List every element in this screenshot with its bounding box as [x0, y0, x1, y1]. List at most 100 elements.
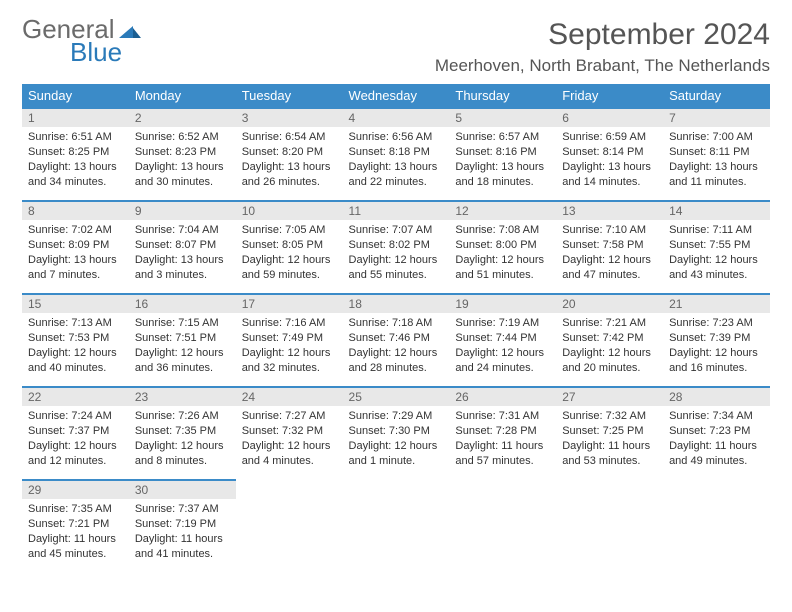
- sunset-text: Sunset: 8:14 PM: [562, 145, 657, 160]
- sunrise-text: Sunrise: 7:15 AM: [135, 316, 230, 331]
- daylight-text-1: Daylight: 12 hours: [242, 346, 337, 361]
- day-cell: Sunrise: 7:04 AMSunset: 8:07 PMDaylight:…: [129, 220, 236, 294]
- day-cell: [449, 499, 556, 572]
- daylight-text-1: Daylight: 13 hours: [135, 160, 230, 175]
- daylight-text-1: Daylight: 13 hours: [242, 160, 337, 175]
- location: Meerhoven, North Brabant, The Netherland…: [435, 56, 770, 76]
- sunset-text: Sunset: 8:16 PM: [455, 145, 550, 160]
- daylight-text-2: and 22 minutes.: [349, 175, 444, 190]
- day-cell: Sunrise: 6:52 AMSunset: 8:23 PMDaylight:…: [129, 127, 236, 201]
- day-number: 16: [129, 294, 236, 313]
- weekday-header: Saturday: [663, 84, 770, 108]
- sunrise-text: Sunrise: 7:11 AM: [669, 223, 764, 238]
- day-cell: Sunrise: 7:29 AMSunset: 7:30 PMDaylight:…: [343, 406, 450, 480]
- daylight-text-1: Daylight: 12 hours: [562, 253, 657, 268]
- sunset-text: Sunset: 7:42 PM: [562, 331, 657, 346]
- sunrise-text: Sunrise: 7:21 AM: [562, 316, 657, 331]
- daylight-text-1: Daylight: 13 hours: [28, 253, 123, 268]
- day-data-row: Sunrise: 6:51 AMSunset: 8:25 PMDaylight:…: [22, 127, 770, 201]
- day-number: 23: [129, 387, 236, 406]
- day-number: 25: [343, 387, 450, 406]
- daylight-text-2: and 45 minutes.: [28, 547, 123, 562]
- daylight-text-1: Daylight: 11 hours: [455, 439, 550, 454]
- daylight-text-2: and 55 minutes.: [349, 268, 444, 283]
- day-number: 14: [663, 201, 770, 220]
- day-number: 7: [663, 108, 770, 127]
- day-cell: Sunrise: 7:34 AMSunset: 7:23 PMDaylight:…: [663, 406, 770, 480]
- daylight-text-2: and 12 minutes.: [28, 454, 123, 469]
- day-cell: Sunrise: 7:10 AMSunset: 7:58 PMDaylight:…: [556, 220, 663, 294]
- daylight-text-2: and 51 minutes.: [455, 268, 550, 283]
- day-cell: Sunrise: 6:56 AMSunset: 8:18 PMDaylight:…: [343, 127, 450, 201]
- day-number: 21: [663, 294, 770, 313]
- day-number: 26: [449, 387, 556, 406]
- daylight-text-2: and 26 minutes.: [242, 175, 337, 190]
- sunrise-text: Sunrise: 7:34 AM: [669, 409, 764, 424]
- sunrise-text: Sunrise: 6:52 AM: [135, 130, 230, 145]
- day-cell: Sunrise: 7:08 AMSunset: 8:00 PMDaylight:…: [449, 220, 556, 294]
- sunset-text: Sunset: 8:20 PM: [242, 145, 337, 160]
- sunset-text: Sunset: 8:18 PM: [349, 145, 444, 160]
- day-cell: Sunrise: 7:26 AMSunset: 7:35 PMDaylight:…: [129, 406, 236, 480]
- day-cell: [663, 499, 770, 572]
- day-number: [663, 480, 770, 499]
- daylight-text-1: Daylight: 12 hours: [135, 439, 230, 454]
- logo: General Blue: [22, 18, 141, 65]
- day-data-row: Sunrise: 7:24 AMSunset: 7:37 PMDaylight:…: [22, 406, 770, 480]
- sunset-text: Sunset: 7:37 PM: [28, 424, 123, 439]
- sunset-text: Sunset: 7:23 PM: [669, 424, 764, 439]
- logo-icon: [119, 22, 141, 38]
- daylight-text-2: and 7 minutes.: [28, 268, 123, 283]
- weekday-header: Friday: [556, 84, 663, 108]
- daylight-text-1: Daylight: 13 hours: [28, 160, 123, 175]
- daylight-text-1: Daylight: 12 hours: [28, 439, 123, 454]
- sunrise-text: Sunrise: 7:23 AM: [669, 316, 764, 331]
- daylight-text-2: and 49 minutes.: [669, 454, 764, 469]
- daylight-text-1: Daylight: 13 hours: [135, 253, 230, 268]
- sunrise-text: Sunrise: 7:19 AM: [455, 316, 550, 331]
- day-number-row: 2930: [22, 480, 770, 499]
- sunset-text: Sunset: 7:39 PM: [669, 331, 764, 346]
- sunset-text: Sunset: 7:58 PM: [562, 238, 657, 253]
- sunrise-text: Sunrise: 7:05 AM: [242, 223, 337, 238]
- sunrise-text: Sunrise: 7:00 AM: [669, 130, 764, 145]
- weekday-header: Wednesday: [343, 84, 450, 108]
- sunrise-text: Sunrise: 7:04 AM: [135, 223, 230, 238]
- sunrise-text: Sunrise: 7:26 AM: [135, 409, 230, 424]
- day-number: 6: [556, 108, 663, 127]
- day-cell: [343, 499, 450, 572]
- daylight-text-2: and 4 minutes.: [242, 454, 337, 469]
- sunset-text: Sunset: 8:11 PM: [669, 145, 764, 160]
- sunrise-text: Sunrise: 7:29 AM: [349, 409, 444, 424]
- day-cell: Sunrise: 7:35 AMSunset: 7:21 PMDaylight:…: [22, 499, 129, 572]
- sunrise-text: Sunrise: 7:35 AM: [28, 502, 123, 517]
- sunrise-text: Sunrise: 7:16 AM: [242, 316, 337, 331]
- daylight-text-2: and 36 minutes.: [135, 361, 230, 376]
- day-number-row: 22232425262728: [22, 387, 770, 406]
- daylight-text-2: and 28 minutes.: [349, 361, 444, 376]
- sunset-text: Sunset: 7:55 PM: [669, 238, 764, 253]
- sunset-text: Sunset: 7:49 PM: [242, 331, 337, 346]
- day-number: 19: [449, 294, 556, 313]
- weekday-header: Tuesday: [236, 84, 343, 108]
- daylight-text-2: and 57 minutes.: [455, 454, 550, 469]
- daylight-text-1: Daylight: 12 hours: [669, 346, 764, 361]
- day-cell: Sunrise: 7:37 AMSunset: 7:19 PMDaylight:…: [129, 499, 236, 572]
- day-number-row: 1234567: [22, 108, 770, 127]
- sunset-text: Sunset: 7:30 PM: [349, 424, 444, 439]
- daylight-text-1: Daylight: 12 hours: [135, 346, 230, 361]
- weekday-header: Sunday: [22, 84, 129, 108]
- daylight-text-2: and 40 minutes.: [28, 361, 123, 376]
- daylight-text-2: and 24 minutes.: [455, 361, 550, 376]
- day-cell: Sunrise: 6:57 AMSunset: 8:16 PMDaylight:…: [449, 127, 556, 201]
- day-number: [556, 480, 663, 499]
- day-number: 17: [236, 294, 343, 313]
- logo-text-2: Blue: [22, 41, 141, 64]
- daylight-text-1: Daylight: 11 hours: [28, 532, 123, 547]
- daylight-text-1: Daylight: 12 hours: [349, 439, 444, 454]
- day-number: 1: [22, 108, 129, 127]
- daylight-text-1: Daylight: 13 hours: [669, 160, 764, 175]
- sunset-text: Sunset: 7:51 PM: [135, 331, 230, 346]
- day-number: 12: [449, 201, 556, 220]
- day-number-row: 15161718192021: [22, 294, 770, 313]
